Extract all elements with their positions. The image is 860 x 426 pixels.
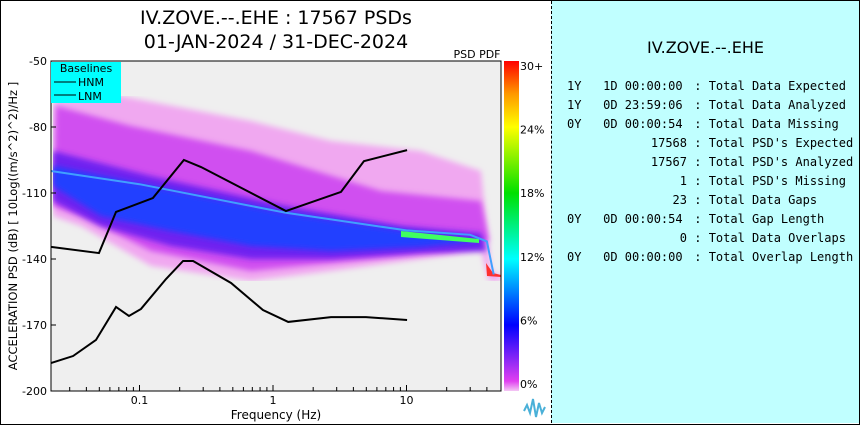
plot-border (50, 60, 502, 392)
y-tick-label: -110 (22, 187, 47, 200)
x-tick-label: 0.1 (131, 394, 149, 407)
stat-row: 0Y 0D 00:00:54 : Total Gap Length (567, 210, 853, 229)
stat-separator: : (687, 231, 709, 245)
psd-panel: IV.ZOVE.--.EHE : 17567 PSDs 01-JAN-2024 … (1, 1, 550, 424)
stat-separator: : (687, 98, 709, 112)
x-axis-label: Frequency (Hz) (231, 408, 322, 422)
stat-label: Total PSD's Missing (708, 174, 846, 188)
stat-row: 0Y 0D 00:00:00 : Total Overlap Length (567, 248, 853, 267)
y-tick-label: -170 (22, 319, 47, 332)
legend-title: Baselines (60, 62, 113, 75)
x-tick-label: 10 (400, 394, 414, 407)
plot-date-range: 01-JAN-2024 / 31-DEC-2024 (143, 31, 409, 53)
stat-row: 23 : Total Data Gaps (567, 191, 853, 210)
stat-value: 17567 (650, 155, 687, 169)
stat-label: Total PSD's Expected (708, 136, 854, 150)
stat-value: 1 (679, 174, 687, 188)
colorbar-label: 0% (520, 378, 537, 391)
stats-list: 1Y 1D 00:00:00 : Total Data Expected 1Y 0… (567, 77, 853, 267)
stat-row: 1 : Total PSD's Missing (567, 172, 853, 191)
stat-label: Total Data Expected (708, 79, 846, 93)
lnm-line (50, 259, 408, 365)
stat-row: 17568 : Total PSD's Expected (567, 134, 853, 153)
stat-row: 0Y 0D 00:00:54 : Total Data Missing (567, 115, 853, 134)
colorbar-label: 12% (520, 251, 544, 264)
colorbar-title: PSD PDF (453, 48, 500, 61)
colorbar-labels: 30+ 24% 18% 12% 6% 0% (520, 60, 544, 391)
stat-separator: : (687, 250, 709, 264)
stats-title: IV.ZOVE.--.EHE (647, 38, 764, 57)
stat-separator: : (687, 79, 709, 93)
stat-value: 0 (679, 231, 687, 245)
stat-separator: : (687, 212, 709, 226)
stat-label: Total Data Gaps (708, 193, 818, 207)
plot-title: IV.ZOVE.--.EHE : 17567 PSDs (140, 7, 412, 29)
stat-label: Total Data Overlaps (708, 231, 846, 245)
mode-line (50, 170, 495, 275)
y-axis-label: ACCELERATION PSD (dB) [ 10Log((m/s^2)^2)… (6, 82, 20, 370)
stat-value: 0Y 0D 00:00:54 (567, 117, 683, 131)
stat-separator: : (687, 193, 709, 207)
stat-row: 1Y 1D 00:00:00 : Total Data Expected (567, 77, 853, 96)
legend-lnm: LNM (78, 90, 102, 103)
stat-row: 0 : Total Data Overlaps (567, 229, 853, 248)
colorbar-label: 6% (520, 314, 537, 327)
stat-value: 23 (672, 193, 687, 207)
stat-separator: : (687, 155, 709, 169)
axes: -50 -80 -110 -140 -170 -200 0.1 1 10 (22, 55, 488, 407)
stat-label: Total Overlap Length (708, 250, 854, 264)
stat-value: 1Y 1D 00:00:00 (567, 79, 683, 93)
stat-label: Total Gap Length (708, 212, 825, 226)
stat-row: 1Y 0D 23:59:06 : Total Data Analyzed (567, 96, 853, 115)
y-tick-label: -80 (29, 121, 47, 134)
stat-value: 0Y 0D 00:00:54 (567, 212, 683, 226)
stat-separator: : (687, 136, 709, 150)
baseline-lines (50, 149, 495, 365)
x-tick-label: 1 (270, 394, 277, 407)
psd-pdf-cloud (53, 96, 501, 281)
logo-icon (523, 398, 546, 418)
stat-label: Total Data Analyzed (708, 98, 846, 112)
colorbar (504, 61, 519, 391)
stat-label: Total PSD's Analyzed (708, 155, 854, 169)
stat-value: 0Y 0D 00:00:00 (567, 250, 683, 264)
stat-separator: : (687, 117, 709, 131)
stat-value: 17568 (650, 136, 687, 150)
colorbar-label: 24% (520, 124, 544, 137)
hnm-line (50, 149, 408, 255)
stat-separator: : (687, 174, 709, 188)
colorbar-label: 18% (520, 187, 544, 200)
legend-hnm: HNM (78, 76, 104, 89)
y-tick-label: -50 (29, 55, 47, 68)
y-tick-label: -140 (22, 253, 47, 266)
psd-chart: -50 -80 -110 -140 -170 -200 0.1 1 10 Baselines H… (6, 48, 546, 422)
stat-value: 1Y 0D 23:59:06 (567, 98, 683, 112)
y-tick-label: -200 (22, 385, 47, 398)
stats-panel: IV.ZOVE.--.EHE 1Y 1D 00:00:00 : Total Da… (551, 1, 859, 423)
stat-row: 17567 : Total PSD's Analyzed (567, 153, 853, 172)
colorbar-label: 30+ (520, 60, 543, 73)
stat-label: Total Data Missing (708, 117, 839, 131)
